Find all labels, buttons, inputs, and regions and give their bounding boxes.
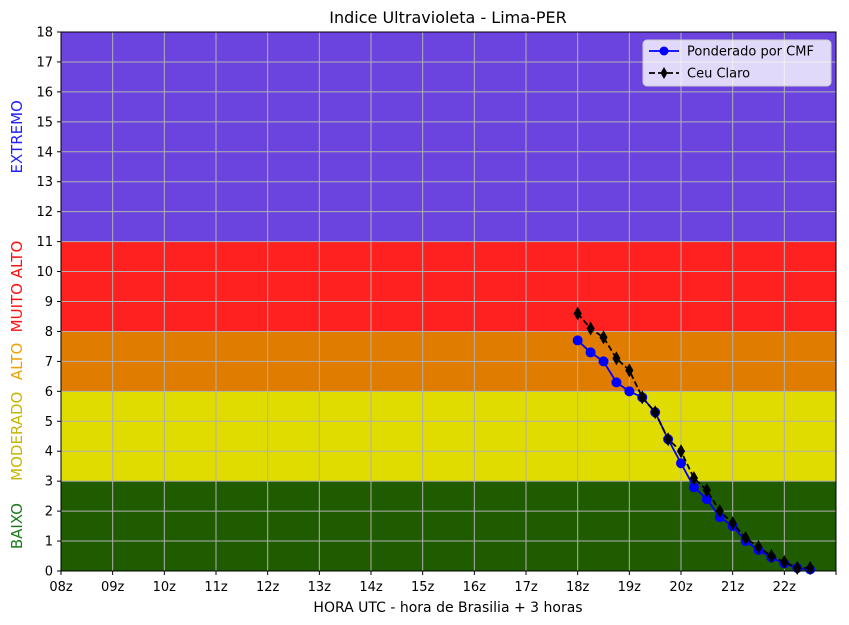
data-point [676,444,686,459]
band-labels: BAIXO MODERADO ALTO MUITO ALTO EXTREMO [8,100,26,549]
band-label: BAIXO [8,503,26,549]
x-tick-label: 10z [153,580,177,595]
data-point [715,504,724,519]
y-tick-label: 5 [45,415,53,430]
y-tick-label: 9 [45,295,53,310]
data-point [676,458,686,469]
data-point [611,377,622,388]
series-2 [573,306,815,575]
x-tick-label: 21z [721,580,745,595]
y-tick-label: 8 [45,325,53,340]
x-tick-label: 16z [463,580,487,595]
y-tick-label: 14 [36,145,53,160]
band-muito-alto [61,241,836,332]
y-tick-label: 1 [45,535,53,550]
data-point [586,321,595,336]
data-point [585,347,596,358]
data-point [638,390,647,405]
data-point [780,555,789,570]
data-point [612,351,621,366]
data-point [767,549,776,564]
x-tick-label: 14z [359,580,383,595]
y-tick-label: 17 [36,55,53,70]
x-tick-label: 20z [669,580,693,595]
x-tick-label: 15z [411,580,435,595]
y-tick-label: 11 [36,235,53,250]
y-tick-label: 6 [45,385,53,400]
data-point [728,516,737,531]
y-tick-label: 0 [45,565,53,580]
grid-lines [61,32,836,571]
legend-label: Ceu Claro [687,67,750,82]
x-tick-label: 08z [49,580,73,595]
x-tick-label: 22z [773,580,797,595]
chart-title: Indice Ultravioleta - Lima-PER [329,8,566,27]
data-point [754,540,763,555]
band-label: ALTO [8,343,26,381]
data-point [664,432,673,447]
band-label: MODERADO [8,392,26,481]
band-label: EXTREMO [8,100,26,173]
data-point [741,531,750,546]
x-tick-label: 11z [204,580,228,595]
data-point [572,335,583,346]
data-point [625,363,634,378]
y-tick-label: 13 [36,175,53,190]
legend: Ponderado por CMF Ceu Claro [642,39,832,87]
data-point [624,386,635,397]
legend-entry: Ponderado por CMF [649,45,814,60]
x-tick-label: 09z [101,580,125,595]
data-point [651,405,660,420]
legend-label: Ponderado por CMF [687,45,814,60]
y-tick-label: 16 [36,85,53,100]
y-tick-label: 10 [36,265,53,280]
x-axis-label: HORA UTC - hora de Brasilia + 3 horas [313,600,582,616]
data-point [689,471,698,486]
band-baixo [61,481,836,571]
y-tick-label: 18 [36,26,53,41]
legend-box [642,39,832,87]
x-tick-label: 19z [618,580,642,595]
y-tick-label: 3 [45,475,53,490]
x-tick-label: 13z [308,580,332,595]
x-tick-label: 18z [566,580,590,595]
data-point [599,330,608,345]
y-tick-label: 4 [45,445,53,460]
band-label: MUITO ALTO [8,241,26,333]
data-point [573,306,582,321]
data-point [702,483,711,498]
y-tick-label: 12 [36,205,53,220]
legend-entry: Ceu Claro [649,67,750,82]
uv-bands [61,32,836,571]
x-tick-label: 12z [256,580,280,595]
data-point [598,356,609,367]
series-layer [572,306,816,575]
legend-marker [660,67,668,79]
y-tick-label: 2 [45,505,53,520]
band-moderado [61,391,836,482]
x-tick-label: 17z [514,580,538,595]
y-tick-label: 7 [45,355,53,370]
legend-marker [659,46,669,56]
y-tick-label: 15 [36,115,53,130]
